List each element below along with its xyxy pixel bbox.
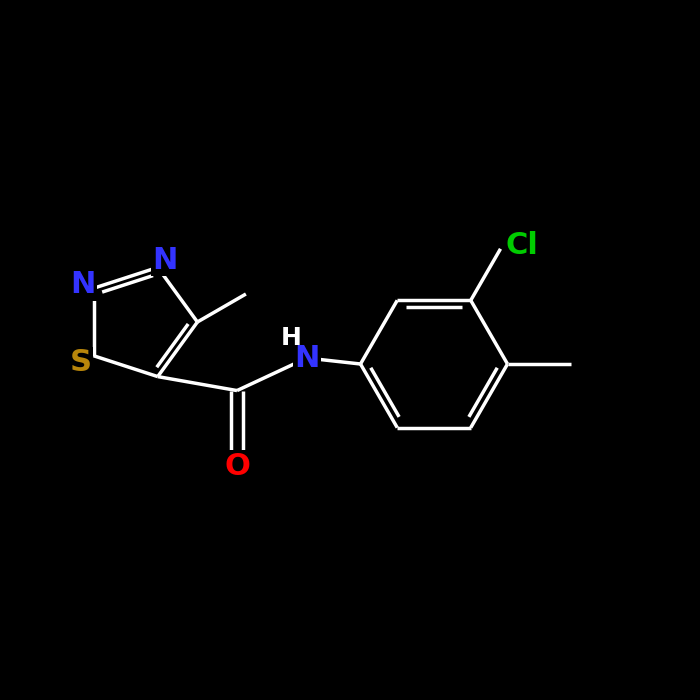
Text: N: N [71, 270, 96, 300]
Text: H: H [281, 326, 302, 351]
Text: S: S [70, 348, 92, 377]
Text: N: N [152, 246, 177, 275]
Text: Cl: Cl [505, 231, 538, 260]
Text: O: O [224, 452, 250, 481]
Text: N: N [294, 344, 319, 372]
